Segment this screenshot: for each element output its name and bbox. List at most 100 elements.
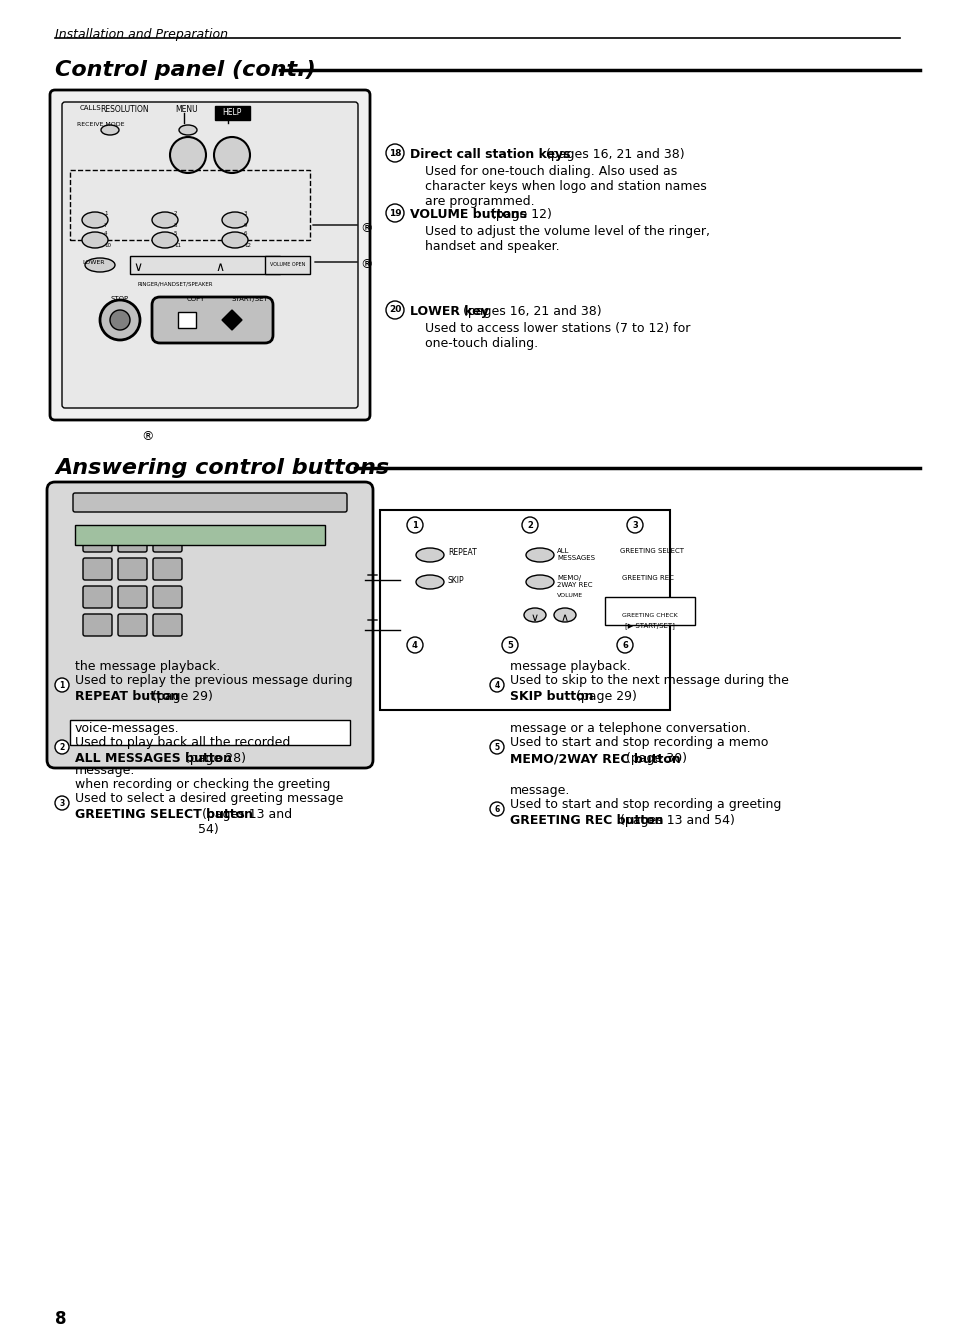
Text: (pages 16, 21 and 38): (pages 16, 21 and 38) — [459, 304, 601, 318]
Bar — [75, 525, 325, 545]
FancyBboxPatch shape — [83, 614, 112, 635]
Text: GREETING REC: GREETING REC — [621, 575, 673, 581]
Ellipse shape — [222, 232, 248, 248]
Text: HELP: HELP — [222, 108, 241, 117]
Text: message or a telephone conversation.: message or a telephone conversation. — [510, 722, 750, 736]
Text: ∨: ∨ — [531, 613, 538, 623]
Text: (page 12): (page 12) — [486, 208, 551, 222]
Circle shape — [213, 138, 250, 174]
Text: RECEIVE MODE: RECEIVE MODE — [77, 121, 125, 127]
Text: Installation and Preparation: Installation and Preparation — [55, 28, 228, 41]
Text: STOP: STOP — [111, 296, 129, 302]
Ellipse shape — [222, 212, 248, 228]
Text: MEMO/2WAY REC button: MEMO/2WAY REC button — [510, 752, 680, 765]
Text: 1: 1 — [412, 521, 417, 530]
Text: Used for one-touch dialing. Also used as
character keys when logo and station na: Used for one-touch dialing. Also used as… — [424, 166, 706, 208]
Text: 5: 5 — [494, 742, 499, 752]
Ellipse shape — [416, 547, 443, 562]
Text: 3: 3 — [632, 521, 638, 530]
Bar — [265, 256, 310, 274]
Ellipse shape — [152, 232, 178, 248]
FancyBboxPatch shape — [83, 558, 112, 579]
Text: ∧: ∧ — [560, 613, 569, 623]
Text: 7: 7 — [104, 223, 108, 228]
FancyBboxPatch shape — [152, 530, 182, 551]
Text: SKIP: SKIP — [448, 575, 464, 585]
Text: (page 28): (page 28) — [181, 752, 246, 765]
Bar — [130, 256, 280, 274]
Text: LOWER: LOWER — [82, 260, 105, 266]
Text: Control panel (cont.): Control panel (cont.) — [55, 60, 315, 80]
Circle shape — [626, 517, 642, 533]
Text: Used to start and stop recording a greeting: Used to start and stop recording a greet… — [510, 798, 781, 810]
Text: 4: 4 — [412, 641, 417, 650]
FancyBboxPatch shape — [47, 482, 373, 768]
Bar — [604, 597, 695, 625]
Text: 18: 18 — [388, 148, 401, 158]
Text: 2: 2 — [59, 742, 65, 752]
Text: voice-messages.: voice-messages. — [75, 722, 179, 736]
Text: (pages 13 and
54): (pages 13 and 54) — [198, 808, 292, 836]
Text: ALL
MESSAGES: ALL MESSAGES — [557, 547, 595, 561]
Text: MENU: MENU — [174, 105, 197, 113]
Circle shape — [386, 204, 403, 222]
Text: Used to skip to the next message during the: Used to skip to the next message during … — [510, 674, 788, 688]
Text: 9: 9 — [244, 223, 247, 228]
Text: 3: 3 — [244, 211, 247, 216]
Text: message.: message. — [75, 764, 135, 777]
Text: Used to select a desired greeting message: Used to select a desired greeting messag… — [75, 792, 343, 805]
Text: Answering control buttons: Answering control buttons — [55, 458, 389, 478]
Text: LOWER key: LOWER key — [410, 304, 488, 318]
Circle shape — [386, 144, 403, 162]
Text: REPEAT button: REPEAT button — [75, 690, 179, 704]
Text: 6: 6 — [494, 805, 499, 813]
Text: VOLUME OPEN: VOLUME OPEN — [270, 262, 305, 267]
Text: 2: 2 — [526, 521, 533, 530]
Circle shape — [501, 637, 517, 653]
Circle shape — [386, 300, 403, 319]
Text: ∨: ∨ — [133, 262, 142, 274]
Text: 19: 19 — [388, 208, 401, 218]
Text: 12: 12 — [244, 243, 251, 248]
Text: message.: message. — [510, 784, 570, 797]
Text: Used to adjust the volume level of the ringer,
handset and speaker.: Used to adjust the volume level of the r… — [424, 226, 709, 254]
Circle shape — [55, 740, 69, 754]
FancyBboxPatch shape — [62, 101, 357, 409]
Ellipse shape — [101, 125, 119, 135]
FancyBboxPatch shape — [152, 558, 182, 579]
Ellipse shape — [525, 547, 554, 562]
Text: 1: 1 — [59, 681, 65, 689]
Text: SKIP button: SKIP button — [510, 690, 593, 704]
Text: (page 30): (page 30) — [621, 752, 686, 765]
Text: 1: 1 — [104, 211, 108, 216]
Ellipse shape — [416, 575, 443, 589]
Bar — [178, 312, 195, 328]
Text: 6: 6 — [244, 231, 247, 236]
Text: Used to start and stop recording a memo: Used to start and stop recording a memo — [510, 736, 767, 749]
Circle shape — [55, 796, 69, 810]
Text: 3: 3 — [59, 798, 65, 808]
Text: VOLUME buttons: VOLUME buttons — [410, 208, 526, 222]
Text: 8: 8 — [55, 1310, 67, 1328]
Ellipse shape — [152, 212, 178, 228]
Text: 11: 11 — [173, 243, 181, 248]
FancyBboxPatch shape — [50, 89, 370, 421]
FancyBboxPatch shape — [73, 493, 347, 513]
Text: (pages 16, 21 and 38): (pages 16, 21 and 38) — [541, 148, 684, 162]
Text: ®: ® — [142, 430, 154, 443]
Text: Used to play back all the recorded: Used to play back all the recorded — [75, 736, 290, 749]
Circle shape — [490, 678, 503, 692]
Text: (page 29): (page 29) — [571, 690, 636, 704]
Circle shape — [110, 310, 130, 330]
Text: message playback.: message playback. — [510, 659, 630, 673]
Ellipse shape — [85, 258, 115, 272]
FancyBboxPatch shape — [152, 614, 182, 635]
Text: COPY: COPY — [187, 296, 205, 302]
Text: the message playback.: the message playback. — [75, 659, 220, 673]
Text: ∧: ∧ — [215, 262, 224, 274]
Bar — [70, 720, 350, 745]
Text: 6: 6 — [621, 641, 627, 650]
Text: MEMO/
2WAY REC: MEMO/ 2WAY REC — [557, 575, 592, 587]
Text: CALLS: CALLS — [80, 105, 102, 111]
Text: (pages 13 and 54): (pages 13 and 54) — [616, 814, 735, 826]
